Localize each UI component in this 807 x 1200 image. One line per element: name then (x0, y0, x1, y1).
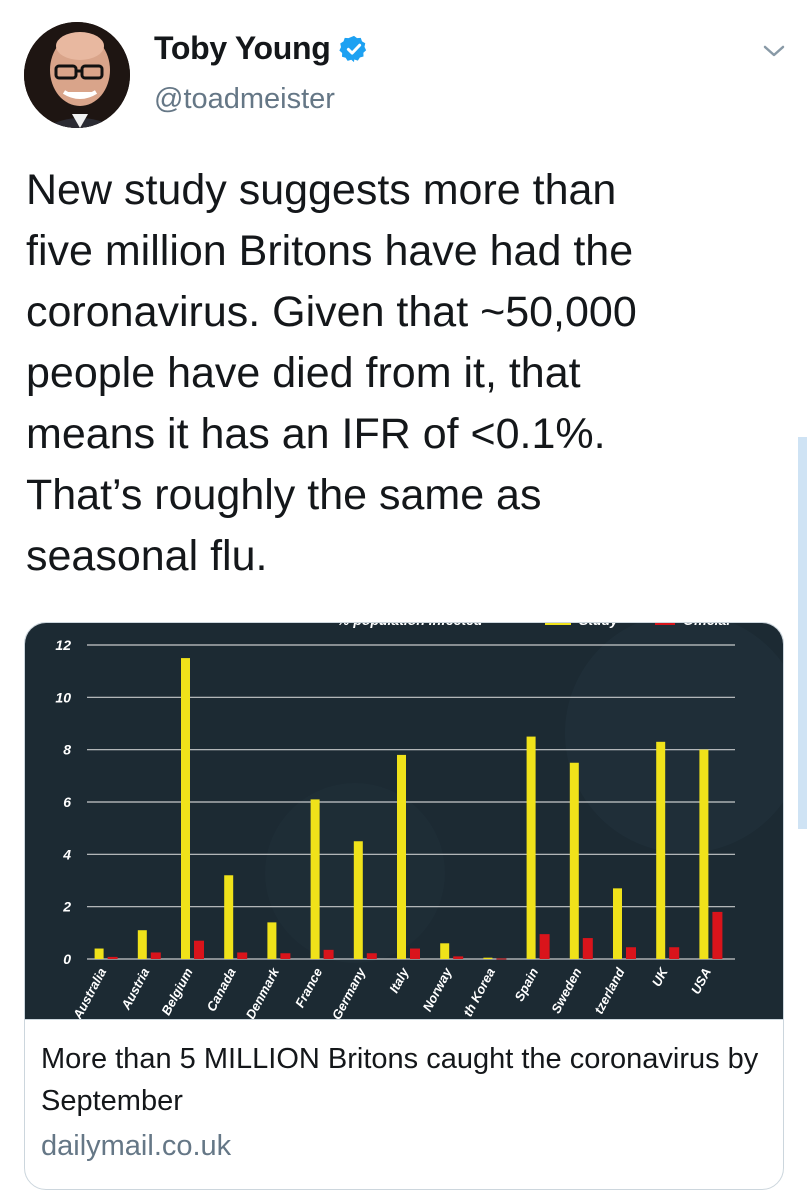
x-tick-label: Germany (329, 965, 369, 1019)
y-tick-label: 8 (63, 742, 71, 758)
x-tick-label: tzerland (591, 964, 628, 1016)
bar-study-italy (397, 754, 406, 959)
y-tick-label: 4 (62, 846, 71, 862)
x-tick-label: Belgium (158, 965, 196, 1018)
bar-study-germany (353, 841, 363, 959)
bar-study-switzerland (613, 888, 622, 959)
chart: % population infected Study Official 0 2 4 6 8 1… (55, 623, 783, 1019)
bar-official-norway (453, 956, 464, 959)
legend-label: Study (579, 623, 619, 628)
bar-official-sweden (582, 938, 593, 959)
y-tick-label: 12 (55, 637, 71, 653)
bar-official-australia (107, 956, 118, 959)
author-handle[interactable]: @toadmeister (154, 83, 335, 115)
bar-study-canada (224, 875, 234, 959)
scrollbar[interactable] (798, 437, 807, 829)
author-avatar[interactable] (24, 22, 130, 128)
x-tick-label: UK (649, 964, 672, 989)
x-tick-label: th Korea (460, 965, 498, 1019)
bar-official-switzerland (626, 947, 636, 959)
bar-official-germany (366, 953, 377, 959)
legend-label: Official (683, 623, 731, 628)
bar-official-spain (539, 934, 550, 959)
x-tick-label: Sweden (548, 965, 584, 1015)
bar-study-denmark (267, 922, 277, 959)
link-card[interactable]: % population infected Study Official 0 2 4 6 8 1… (24, 622, 784, 1190)
bar-study-belgium (181, 658, 190, 959)
bar-official-uk (669, 947, 680, 959)
x-tick-label: Spain (511, 965, 541, 1003)
y-tick-label: 2 (62, 899, 71, 915)
bar-official-italy (410, 948, 420, 959)
bar-study-usa (699, 749, 709, 959)
chart-bg-texture (565, 623, 783, 853)
x-tick-label: France (292, 965, 325, 1010)
card-image-chart: % population infected Study Official 0 2 4 6 8 1… (25, 623, 783, 1019)
legend-swatch-study (545, 623, 571, 625)
y-tick-label: 10 (55, 689, 71, 705)
legend-swatch-official (655, 623, 675, 625)
y-tick-label: 0 (63, 951, 71, 967)
bar-study-uk (656, 741, 666, 959)
x-tick-label: Canada (204, 965, 239, 1014)
x-tick-label: USA (688, 965, 714, 996)
bar-study-norway (440, 943, 450, 959)
bar-official-usa (712, 911, 723, 959)
bar-official-denmark (280, 953, 291, 959)
bar-official-france (323, 949, 334, 959)
bar-official-belgium (194, 940, 204, 959)
card-footer[interactable]: More than 5 MILLION Britons caught the c… (25, 1019, 783, 1189)
bar-study-sweden (569, 762, 579, 959)
bar-study-south-korea (483, 957, 493, 959)
avatar-photo (24, 22, 130, 128)
x-tick-label: Australia (69, 965, 109, 1019)
verified-badge-icon (338, 35, 366, 62)
bar-study-australia (94, 948, 104, 959)
x-tick-label: Italy (386, 965, 412, 996)
bar-official-canada (237, 952, 248, 959)
author-name[interactable]: Toby Young (154, 30, 331, 66)
tweet-text: New study suggests more than five millio… (26, 166, 637, 580)
x-tick-label: Austria (118, 965, 153, 1012)
legend-label: % population infected (337, 623, 483, 628)
bar-study-spain (526, 736, 536, 959)
card-domain: dailymail.co.uk (41, 1130, 232, 1162)
bar-official-austria (150, 952, 161, 959)
x-tick-label: Norway (420, 965, 456, 1014)
author-name-row[interactable]: Toby Young (154, 30, 369, 67)
bar-study-austria (137, 930, 147, 959)
bar-study-france (310, 799, 320, 959)
bar-official-south-korea (496, 958, 507, 960)
x-tick-label: Denmark (243, 965, 283, 1019)
y-tick-label: 6 (63, 794, 71, 810)
chevron-down-icon[interactable] (760, 40, 788, 62)
card-title[interactable]: More than 5 MILLION Britons caught the c… (41, 1043, 759, 1117)
